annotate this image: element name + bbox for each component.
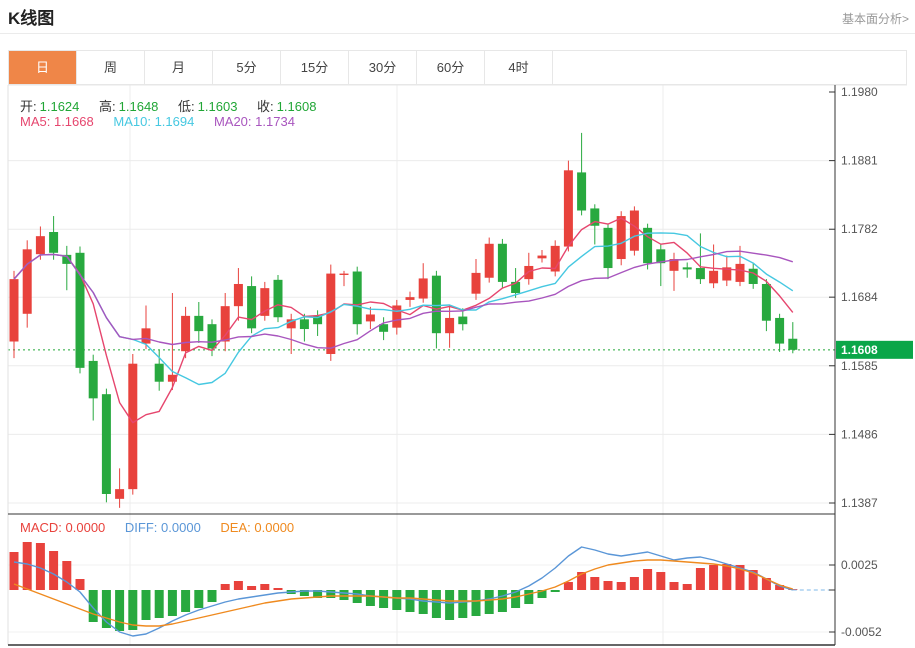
tab-60min[interactable]: 60分 xyxy=(417,51,485,84)
fundamental-analysis-link[interactable]: 基本面分析> xyxy=(841,12,909,26)
svg-text:1.1486: 1.1486 xyxy=(841,427,878,441)
ma5-value: 1.1668 xyxy=(53,114,94,129)
ma10-label: MA10: xyxy=(113,114,151,129)
svg-text:1.1980: 1.1980 xyxy=(841,85,878,99)
page-title: K线图 xyxy=(8,9,55,28)
low-value: 1.1603 xyxy=(197,99,238,114)
dea-label: DEA: xyxy=(220,520,251,535)
tab-4hour[interactable]: 4时 xyxy=(485,51,553,84)
svg-text:1.1585: 1.1585 xyxy=(841,359,878,373)
svg-text:0.0025: 0.0025 xyxy=(841,558,878,572)
tab-month[interactable]: 月 xyxy=(145,51,213,84)
title-divider xyxy=(0,33,915,34)
tabbar-filler xyxy=(553,51,906,84)
tab-day[interactable]: 日 xyxy=(9,51,77,84)
high-label: 高: xyxy=(99,99,116,114)
high-value: 1.1648 xyxy=(118,99,159,114)
tab-5min[interactable]: 5分 xyxy=(213,51,281,84)
ohlc-legend: 开: 1.1624 高: 1.1648 低: 1.1603 收: 1.1608 xyxy=(20,96,332,115)
ma20-value: 1.1734 xyxy=(255,114,295,129)
tab-week[interactable]: 周 xyxy=(77,51,145,84)
macd-legend: MACD: 0.0000 DIFF: 0.0000 DEA: 0.0000 xyxy=(20,520,310,535)
period-tabbar: 日 周 月 5分 15分 30分 60分 4时 xyxy=(8,50,907,85)
svg-text:1.1684: 1.1684 xyxy=(841,290,878,304)
open-value: 1.1624 xyxy=(39,99,80,114)
close-value: 1.1608 xyxy=(276,99,317,114)
tab-15min[interactable]: 15分 xyxy=(281,51,349,84)
open-label: 开: xyxy=(20,99,37,114)
ma-legend: MA5: 1.1668 MA10: 1.1694 MA20: 1.1734 xyxy=(20,114,311,129)
dea-value: 0.0000 xyxy=(254,520,295,535)
svg-text:1.1881: 1.1881 xyxy=(841,154,878,168)
ma10-value: 1.1694 xyxy=(154,114,195,129)
macd-label: MACD: xyxy=(20,520,62,535)
diff-label: DIFF: xyxy=(124,520,158,535)
svg-text:1.1387: 1.1387 xyxy=(841,496,878,510)
close-label: 收: xyxy=(257,99,274,114)
svg-text:1.1782: 1.1782 xyxy=(841,222,878,236)
ma5-label: MA5: xyxy=(20,114,51,129)
low-label: 低: xyxy=(178,99,195,114)
ma20-label: MA20: xyxy=(213,114,252,129)
svg-text:1.1608: 1.1608 xyxy=(841,343,878,357)
macd-value: 0.0000 xyxy=(65,520,106,535)
svg-text:-0.0052: -0.0052 xyxy=(841,625,882,639)
diff-value: 0.0000 xyxy=(161,520,201,535)
tab-30min[interactable]: 30分 xyxy=(349,51,417,84)
